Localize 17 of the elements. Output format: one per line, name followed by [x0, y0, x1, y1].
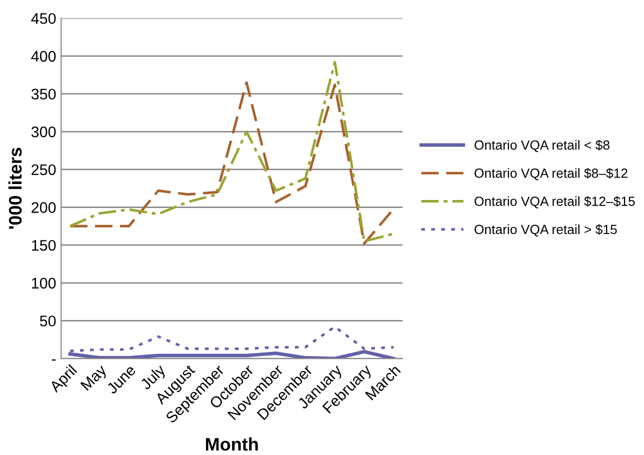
y-tick-label: -: [52, 359, 56, 361]
y-tick-label: 150: [32, 240, 56, 251]
legend-label: Ontario VQA retail < $8: [474, 140, 610, 152]
y-tick-label: 100: [32, 278, 56, 289]
y-tick-label: 300: [31, 126, 56, 138]
y-tick-label: 200: [32, 202, 56, 213]
y-tick-label: 250: [32, 164, 56, 176]
legend-label: Ontario VQA retail $8–$12: [474, 168, 628, 180]
legend-label: Ontario VQA retail $12–$15: [474, 196, 635, 208]
y-axis-title: '000 liters: [8, 148, 22, 229]
y-tick-label: 400: [31, 50, 56, 62]
y-tick-label: 350: [31, 88, 56, 100]
legend-label: Ontario VQA retail > $15: [474, 224, 617, 236]
y-tick-label: 50: [40, 316, 56, 326]
x-axis-title: Month: [206, 437, 258, 451]
y-tick-label: 450: [31, 13, 56, 24]
x-tick-label: May: [80, 364, 110, 393]
